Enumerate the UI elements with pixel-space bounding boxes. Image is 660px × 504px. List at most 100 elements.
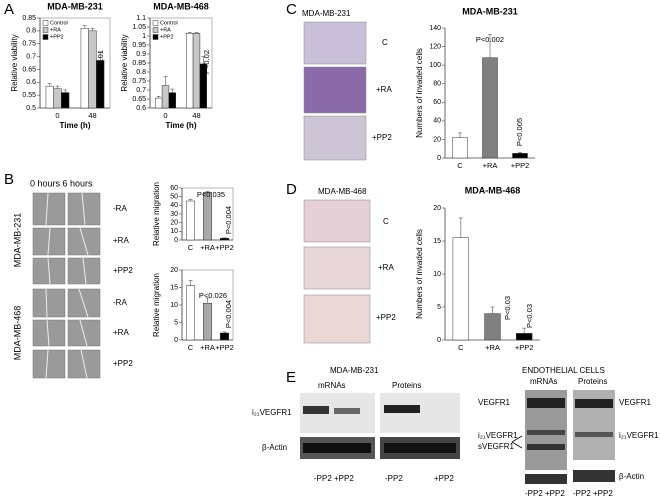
image-title: MDA-MB-231 (302, 9, 351, 18)
y-axis-label: Relative migration (152, 273, 161, 337)
y-tick-label: 60 (170, 185, 178, 192)
bar (80, 28, 89, 109)
x-tick-label: +PP2 (515, 343, 534, 352)
x-tick-label: 0 (55, 111, 59, 120)
y-tick-label: 0.7 (26, 53, 36, 60)
lane-label: -PP2 (385, 474, 403, 483)
row-label: -RA (113, 204, 127, 213)
x-tick-label: +RA (483, 161, 498, 170)
row-label: C (383, 217, 389, 226)
row-label: +PP2 (376, 313, 396, 322)
x-tick-label: C (188, 343, 194, 352)
y-tick-label: 140 (429, 25, 441, 32)
bar (220, 332, 229, 341)
chart-title: MDA-MB-231 (462, 6, 518, 16)
scratch-edges (45, 192, 89, 379)
lane-label: -PP2 +PP2 (314, 474, 354, 483)
y-tick-label: 40 (433, 118, 441, 125)
y-tick-label: 5 (437, 304, 441, 311)
y-tick-label: 0.6 (26, 79, 36, 86)
annotation: P<0.004 (224, 206, 233, 234)
y-tick-label: 0 (437, 337, 441, 344)
blot-title: MDA-MB-231 (330, 366, 379, 375)
band-label: i₂₁VEGFR1 (252, 408, 292, 417)
y-tick-label: 30 (170, 211, 178, 218)
band-label: i₂₁VEGFR1 (619, 431, 659, 440)
blot-column: Proteins (578, 377, 607, 386)
lane-label: -PP2 +PP2 (525, 489, 565, 498)
bar (512, 153, 528, 159)
band-label: i₂₁VEGFR1 (478, 431, 518, 440)
y-tick-label: 20 (170, 220, 178, 227)
legend-swatch (42, 27, 49, 33)
bar (186, 33, 194, 109)
y-tick-label: 10 (170, 302, 178, 309)
y-axis-label: Relative viability (120, 34, 129, 91)
legend-label: +RA (50, 27, 61, 33)
bar (161, 85, 170, 109)
scratch-images (32, 192, 101, 379)
y-axis-label: Numbers of invaded cells (415, 48, 424, 138)
blot-column: mRNAs (318, 381, 346, 390)
row-label: +RA (376, 85, 392, 94)
blot-column: mRNAs (530, 377, 558, 386)
y-tick-label: 100 (429, 62, 441, 69)
y-tick-label: 10 (433, 271, 441, 278)
panel-letter: E (286, 369, 296, 386)
y-tick-label: 1.05 (132, 24, 146, 31)
row-label: -RA (113, 298, 127, 307)
x-tick-label: C (457, 161, 463, 170)
y-tick-label: 0 (174, 337, 178, 344)
y-tick-label: 1.1 (136, 15, 146, 22)
bar (45, 85, 54, 109)
bar (186, 200, 195, 241)
row-label: +PP2 (113, 359, 133, 368)
x-tick-label: +PP2 (215, 343, 234, 352)
y-tick-label: 5 (174, 319, 178, 326)
lane-label: -PP2 +PP2 (573, 489, 613, 498)
bar (516, 333, 533, 341)
chart-title: MDA-MB-468 (153, 1, 209, 11)
x-tick-label: C (458, 343, 464, 352)
legend-swatch (152, 20, 159, 26)
band-label: VEGFR1 (619, 398, 652, 407)
y-tick-label: 50 (170, 194, 178, 201)
annotation: P<0.004 (224, 300, 233, 328)
y-tick-label: 0 (174, 237, 178, 244)
y-tick-label: 0.8 (136, 69, 146, 76)
x-tick-label: +RA (200, 243, 215, 252)
y-tick-label: 80 (433, 81, 441, 88)
bar (155, 97, 163, 109)
legend-label: +RA (160, 27, 171, 33)
western-blot (300, 393, 460, 459)
y-tick-label: 0.7 (136, 87, 146, 94)
row-label: +RA (113, 328, 129, 337)
x-tick-label: +RA (200, 343, 215, 352)
row-label: +RA (113, 236, 129, 245)
legend-label: Control (160, 20, 178, 26)
image-title: MDA-MB-468 (318, 187, 367, 196)
band-label: VEGFR1 (478, 398, 511, 407)
blot-column: Proteins (392, 381, 421, 390)
band-label: sVEGFR1 (478, 442, 515, 451)
y-tick-label: 0.85 (132, 60, 146, 67)
y-tick-label: 120 (429, 43, 441, 50)
legend-swatch (42, 20, 49, 26)
bar (220, 238, 229, 241)
panel-letter: B (4, 171, 14, 188)
y-tick-label: 20 (433, 205, 441, 212)
western-blot (525, 390, 615, 484)
x-tick-label: +PP2 (511, 161, 530, 170)
annotation: P<0.026 (199, 291, 227, 300)
panel-letter: A (4, 1, 14, 18)
y-tick-label: 10 (170, 228, 178, 235)
cell-line-label: MDA-MB-231 (12, 213, 22, 268)
y-tick-label: 0.65 (132, 96, 146, 103)
annotation: P<0.035 (197, 190, 225, 199)
x-tick-label: 48 (192, 111, 200, 120)
y-tick-label: 0.9 (136, 51, 146, 58)
x-tick-label: C (188, 243, 194, 252)
annotation: P<0.005 (515, 118, 524, 146)
invasion-images (303, 199, 371, 344)
